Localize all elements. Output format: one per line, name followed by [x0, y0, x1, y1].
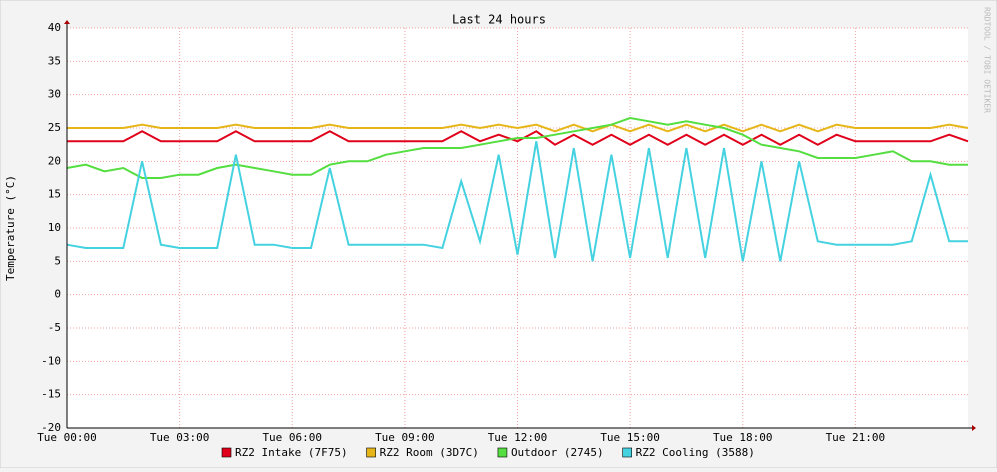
x-tick-label: Tue 00:00 — [37, 431, 97, 444]
chart-title: Last 24 hours — [452, 13, 546, 27]
y-tick-label: 30 — [48, 88, 61, 101]
legend: RZ2 Intake (7F75) RZ2 Room (3D7C) Outdoor … — [221, 446, 755, 459]
legend-label: RZ2 Intake (7F75) — [235, 446, 348, 459]
x-tick-label: Tue 09:00 — [375, 431, 435, 444]
x-tick-label: Tue 15:00 — [600, 431, 660, 444]
legend-swatch — [622, 447, 632, 458]
y-tick-label: 5 — [54, 254, 61, 267]
legend-swatch — [366, 447, 376, 458]
y-tick-label: 20 — [48, 154, 61, 167]
y-tick-label: -15 — [41, 388, 61, 401]
x-tick-label: Tue 06:00 — [262, 431, 322, 444]
x-tick-label: Tue 03:00 — [150, 431, 210, 444]
y-tick-label: 25 — [48, 121, 61, 134]
series-line — [67, 123, 969, 133]
legend-label: Outdoor (2745) — [511, 446, 604, 459]
series-line — [67, 130, 969, 146]
y-tick-label: 40 — [48, 21, 61, 34]
y-axis-label: Temperature (°C) — [4, 175, 17, 281]
y-tick-label: -5 — [48, 321, 61, 334]
watermark: RRDTOOL / TOBI OETIKER — [983, 7, 992, 113]
x-tick-label: Tue 18:00 — [713, 431, 773, 444]
legend-swatch — [221, 447, 232, 458]
y-tick-label: -20 — [41, 421, 61, 434]
y-tick-label: -10 — [41, 354, 61, 367]
x-tick-label: Tue 21:00 — [826, 431, 886, 444]
series-line — [66, 141, 968, 262]
lines — [66, 116, 969, 262]
legend-label: RZ2 Cooling (3588) — [636, 446, 755, 459]
series-line — [66, 116, 968, 179]
legend-swatch — [497, 447, 508, 458]
y-tick-label: 0 — [54, 288, 61, 301]
x-tick-label: Tue 12:00 — [488, 431, 548, 444]
y-tick-label: 10 — [48, 221, 61, 234]
grid — [66, 27, 968, 429]
y-tick-label: 15 — [48, 188, 61, 201]
legend-label: RZ2 Room (3D7C) — [380, 446, 479, 459]
y-tick-label: 35 — [48, 54, 61, 67]
y-arrow — [64, 20, 70, 24]
x-arrow — [972, 425, 976, 431]
